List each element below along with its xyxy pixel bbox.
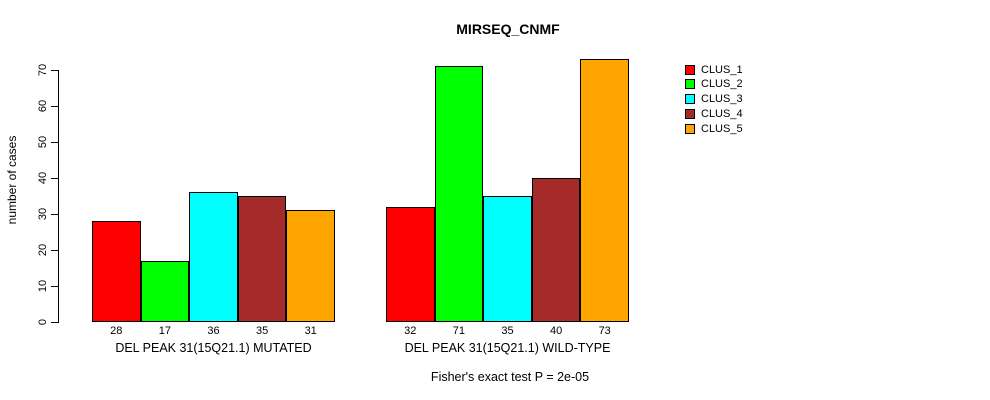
legend-item: CLUS_2: [685, 77, 743, 91]
legend-swatch: [685, 64, 695, 75]
legend-label: CLUS_5: [701, 122, 743, 135]
legend-label: CLUS_2: [701, 78, 743, 91]
y-tick: [51, 70, 59, 71]
bar-value-label: 35: [255, 325, 269, 337]
y-axis-line: [58, 70, 59, 323]
x-category-label: DEL PEAK 31(15Q21.1) MUTATED: [115, 341, 312, 355]
legend-item: CLUS_5: [685, 122, 743, 136]
bar-clus_3-group1: [189, 192, 238, 322]
x-category-label: DEL PEAK 31(15Q21.1) WILD-TYPE: [404, 341, 611, 355]
bar-clus_3-group2: [483, 196, 532, 322]
y-axis-label: number of cases: [5, 135, 19, 225]
bar-value-label: 32: [404, 325, 417, 337]
bar-value-label: 40: [549, 325, 563, 337]
legend-swatch: [685, 94, 695, 105]
annotation-text: Fisher's exact test P = 2e-05: [430, 370, 590, 384]
bar-clus_1-group1: [92, 221, 141, 322]
bar-clus_2-group2: [434, 66, 484, 322]
bar-value-label: 31: [304, 325, 317, 337]
chart-title: MIRSEQ_CNMF: [456, 21, 560, 37]
legend-label: CLUS_4: [701, 107, 743, 120]
bar-clus_5-group2: [580, 59, 629, 322]
y-tick: [51, 106, 59, 107]
bar-clus_4-group1: [237, 196, 287, 322]
bar-clus_2-group1: [140, 260, 190, 322]
bar-clus_4-group2: [531, 178, 581, 322]
y-tick-label: 0: [37, 318, 49, 326]
y-tick-label: 50: [37, 135, 49, 149]
y-tick: [51, 142, 59, 143]
y-tick-label: 30: [37, 207, 49, 221]
bar-value-label: 28: [110, 325, 123, 337]
y-tick-label: 60: [37, 99, 49, 113]
legend-label: CLUS_1: [701, 63, 743, 76]
legend-label: CLUS_3: [701, 93, 743, 106]
legend-swatch: [685, 79, 695, 90]
bar-clus_5-group1: [286, 210, 335, 322]
legend-item: CLUS_1: [685, 63, 743, 77]
y-tick: [51, 286, 59, 287]
y-tick-label: 70: [37, 63, 49, 77]
bar-value-label: 36: [207, 325, 220, 337]
y-tick-label: 10: [37, 279, 49, 293]
y-tick: [51, 250, 59, 251]
bar-value-label: 73: [598, 325, 611, 337]
legend-item: CLUS_4: [685, 107, 743, 121]
y-tick: [51, 178, 59, 179]
y-tick: [51, 214, 59, 215]
bar-clus_1-group2: [386, 206, 435, 322]
bar-value-label: 35: [501, 325, 514, 337]
y-tick-label: 20: [37, 243, 49, 257]
bar-value-label: 17: [158, 325, 172, 337]
legend-swatch: [685, 123, 695, 134]
legend-swatch: [685, 108, 695, 119]
y-tick-label: 40: [37, 171, 49, 185]
y-tick: [51, 322, 59, 323]
legend-item: CLUS_3: [685, 92, 743, 106]
bar-value-label: 71: [452, 325, 466, 337]
